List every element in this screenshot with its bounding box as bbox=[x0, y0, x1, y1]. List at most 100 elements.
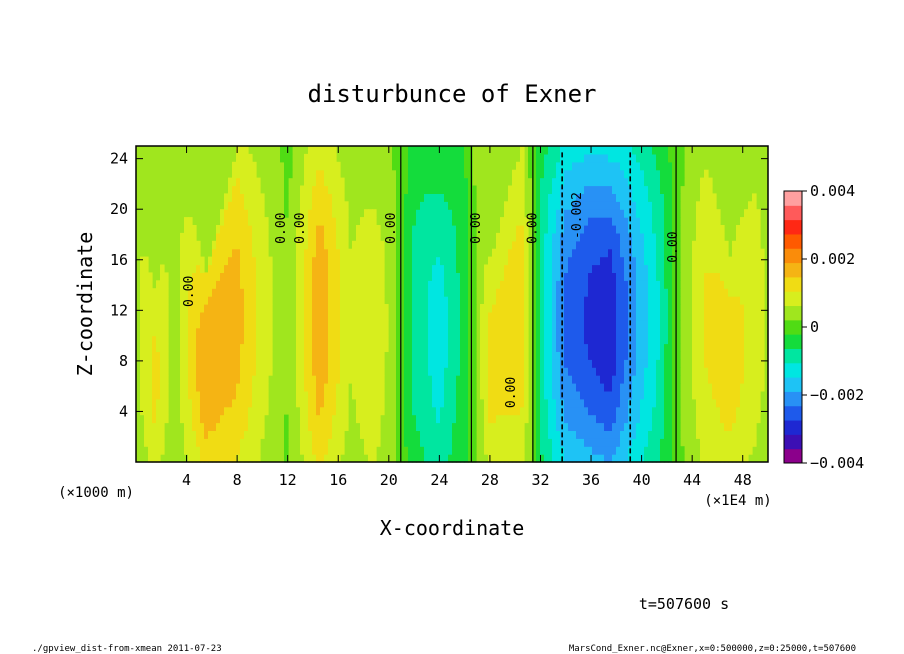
heatmap-cell bbox=[728, 296, 733, 305]
heatmap-cell bbox=[560, 153, 565, 163]
heatmap-cell bbox=[244, 264, 249, 273]
heatmap-cell bbox=[188, 304, 193, 313]
heatmap-cell bbox=[448, 430, 453, 439]
heatmap-cell bbox=[660, 343, 665, 352]
heatmap-cell bbox=[516, 390, 521, 400]
heatmap-cell bbox=[372, 375, 377, 384]
heatmap-cell bbox=[204, 351, 209, 360]
heatmap-cell bbox=[344, 248, 349, 258]
x-unit-left: (×1000 m) bbox=[58, 485, 134, 501]
heatmap-cell bbox=[324, 225, 329, 234]
heatmap-cell bbox=[532, 280, 537, 289]
heatmap-cell bbox=[520, 280, 525, 289]
heatmap-cell bbox=[484, 375, 489, 384]
heatmap-cell bbox=[596, 201, 601, 210]
heatmap-cell bbox=[608, 430, 613, 439]
heatmap-cell bbox=[572, 177, 577, 187]
heatmap-cell bbox=[308, 359, 313, 368]
heatmap-cell bbox=[508, 414, 513, 424]
colorbar-tick-label: 0 bbox=[810, 318, 819, 336]
heatmap-cell bbox=[716, 327, 721, 337]
heatmap-cell bbox=[728, 343, 733, 352]
heatmap-cell bbox=[400, 406, 405, 416]
heatmap-cell bbox=[600, 359, 605, 368]
heatmap-cell bbox=[468, 248, 473, 258]
heatmap-cell bbox=[432, 383, 437, 392]
heatmap-cell bbox=[268, 335, 273, 345]
heatmap-cell bbox=[636, 351, 641, 360]
heatmap-cell bbox=[240, 185, 245, 194]
heatmap-cell bbox=[204, 343, 209, 352]
heatmap-cell bbox=[536, 422, 541, 431]
heatmap-cell bbox=[736, 430, 741, 439]
heatmap-cell bbox=[400, 319, 405, 329]
heatmap-cell bbox=[152, 351, 157, 360]
heatmap-cell bbox=[524, 217, 529, 226]
heatmap-cell bbox=[252, 280, 257, 289]
heatmap-cell bbox=[492, 272, 497, 281]
heatmap-cell bbox=[608, 446, 613, 455]
heatmap-cell bbox=[328, 375, 333, 384]
heatmap-cell bbox=[424, 375, 429, 384]
heatmap-cell bbox=[248, 327, 253, 337]
heatmap-cell bbox=[624, 446, 629, 455]
heatmap-cell bbox=[644, 169, 649, 179]
heatmap-cell bbox=[320, 454, 325, 463]
heatmap-cell bbox=[196, 335, 201, 345]
heatmap-cell bbox=[564, 177, 569, 187]
heatmap-cell bbox=[624, 398, 629, 408]
heatmap-cell bbox=[248, 217, 253, 226]
heatmap-cell bbox=[492, 304, 497, 313]
heatmap-cell bbox=[376, 311, 381, 321]
heatmap-cell bbox=[656, 327, 661, 337]
heatmap-cell bbox=[344, 327, 349, 337]
heatmap-cell bbox=[744, 288, 749, 297]
heatmap-cell bbox=[664, 343, 669, 352]
heatmap-cell bbox=[264, 351, 269, 360]
heatmap-cell bbox=[652, 304, 657, 313]
heatmap-cell bbox=[452, 280, 457, 289]
heatmap-cell bbox=[540, 280, 545, 289]
heatmap-cell bbox=[328, 161, 333, 171]
heatmap-cell bbox=[332, 438, 337, 447]
heatmap-cell bbox=[672, 248, 677, 258]
heatmap-cell bbox=[420, 367, 425, 376]
heatmap-cell bbox=[572, 185, 577, 194]
heatmap-cell bbox=[472, 201, 477, 210]
heatmap-cell bbox=[572, 161, 577, 171]
heatmap-cell bbox=[420, 185, 425, 194]
heatmap-cell bbox=[308, 288, 313, 297]
heatmap-cell bbox=[736, 406, 741, 416]
heatmap-cell bbox=[600, 225, 605, 234]
heatmap-cell bbox=[496, 304, 501, 313]
heatmap-cell bbox=[304, 225, 309, 234]
heatmap-cell bbox=[708, 375, 713, 384]
heatmap-cell bbox=[728, 454, 733, 463]
heatmap-cell bbox=[636, 359, 641, 368]
heatmap-cell bbox=[700, 343, 705, 352]
heatmap-cell bbox=[444, 201, 449, 210]
heatmap-cell bbox=[728, 367, 733, 376]
heatmap-cell bbox=[564, 153, 569, 163]
heatmap-cell bbox=[704, 343, 709, 352]
heatmap-cell bbox=[344, 311, 349, 321]
heatmap-cell bbox=[484, 406, 489, 416]
y-tick-label: 16 bbox=[110, 251, 128, 269]
heatmap-cell bbox=[196, 359, 201, 368]
heatmap-cell bbox=[340, 383, 345, 392]
heatmap-cell bbox=[552, 177, 557, 187]
heatmap-cell bbox=[556, 359, 561, 368]
heatmap-cell bbox=[648, 177, 653, 187]
heatmap-cell bbox=[312, 351, 317, 360]
heatmap-cell bbox=[624, 319, 629, 329]
heatmap-cell bbox=[620, 383, 625, 392]
heatmap-cell bbox=[428, 217, 433, 226]
heatmap-cell bbox=[220, 232, 225, 242]
heatmap-cell bbox=[592, 446, 597, 455]
heatmap-cell bbox=[540, 343, 545, 352]
heatmap-cell bbox=[752, 335, 757, 345]
colorbar-tick-label: 0.004 bbox=[810, 182, 855, 200]
heatmap-cell bbox=[556, 256, 561, 266]
heatmap-cell bbox=[412, 209, 417, 218]
heatmap-cell bbox=[580, 367, 585, 376]
